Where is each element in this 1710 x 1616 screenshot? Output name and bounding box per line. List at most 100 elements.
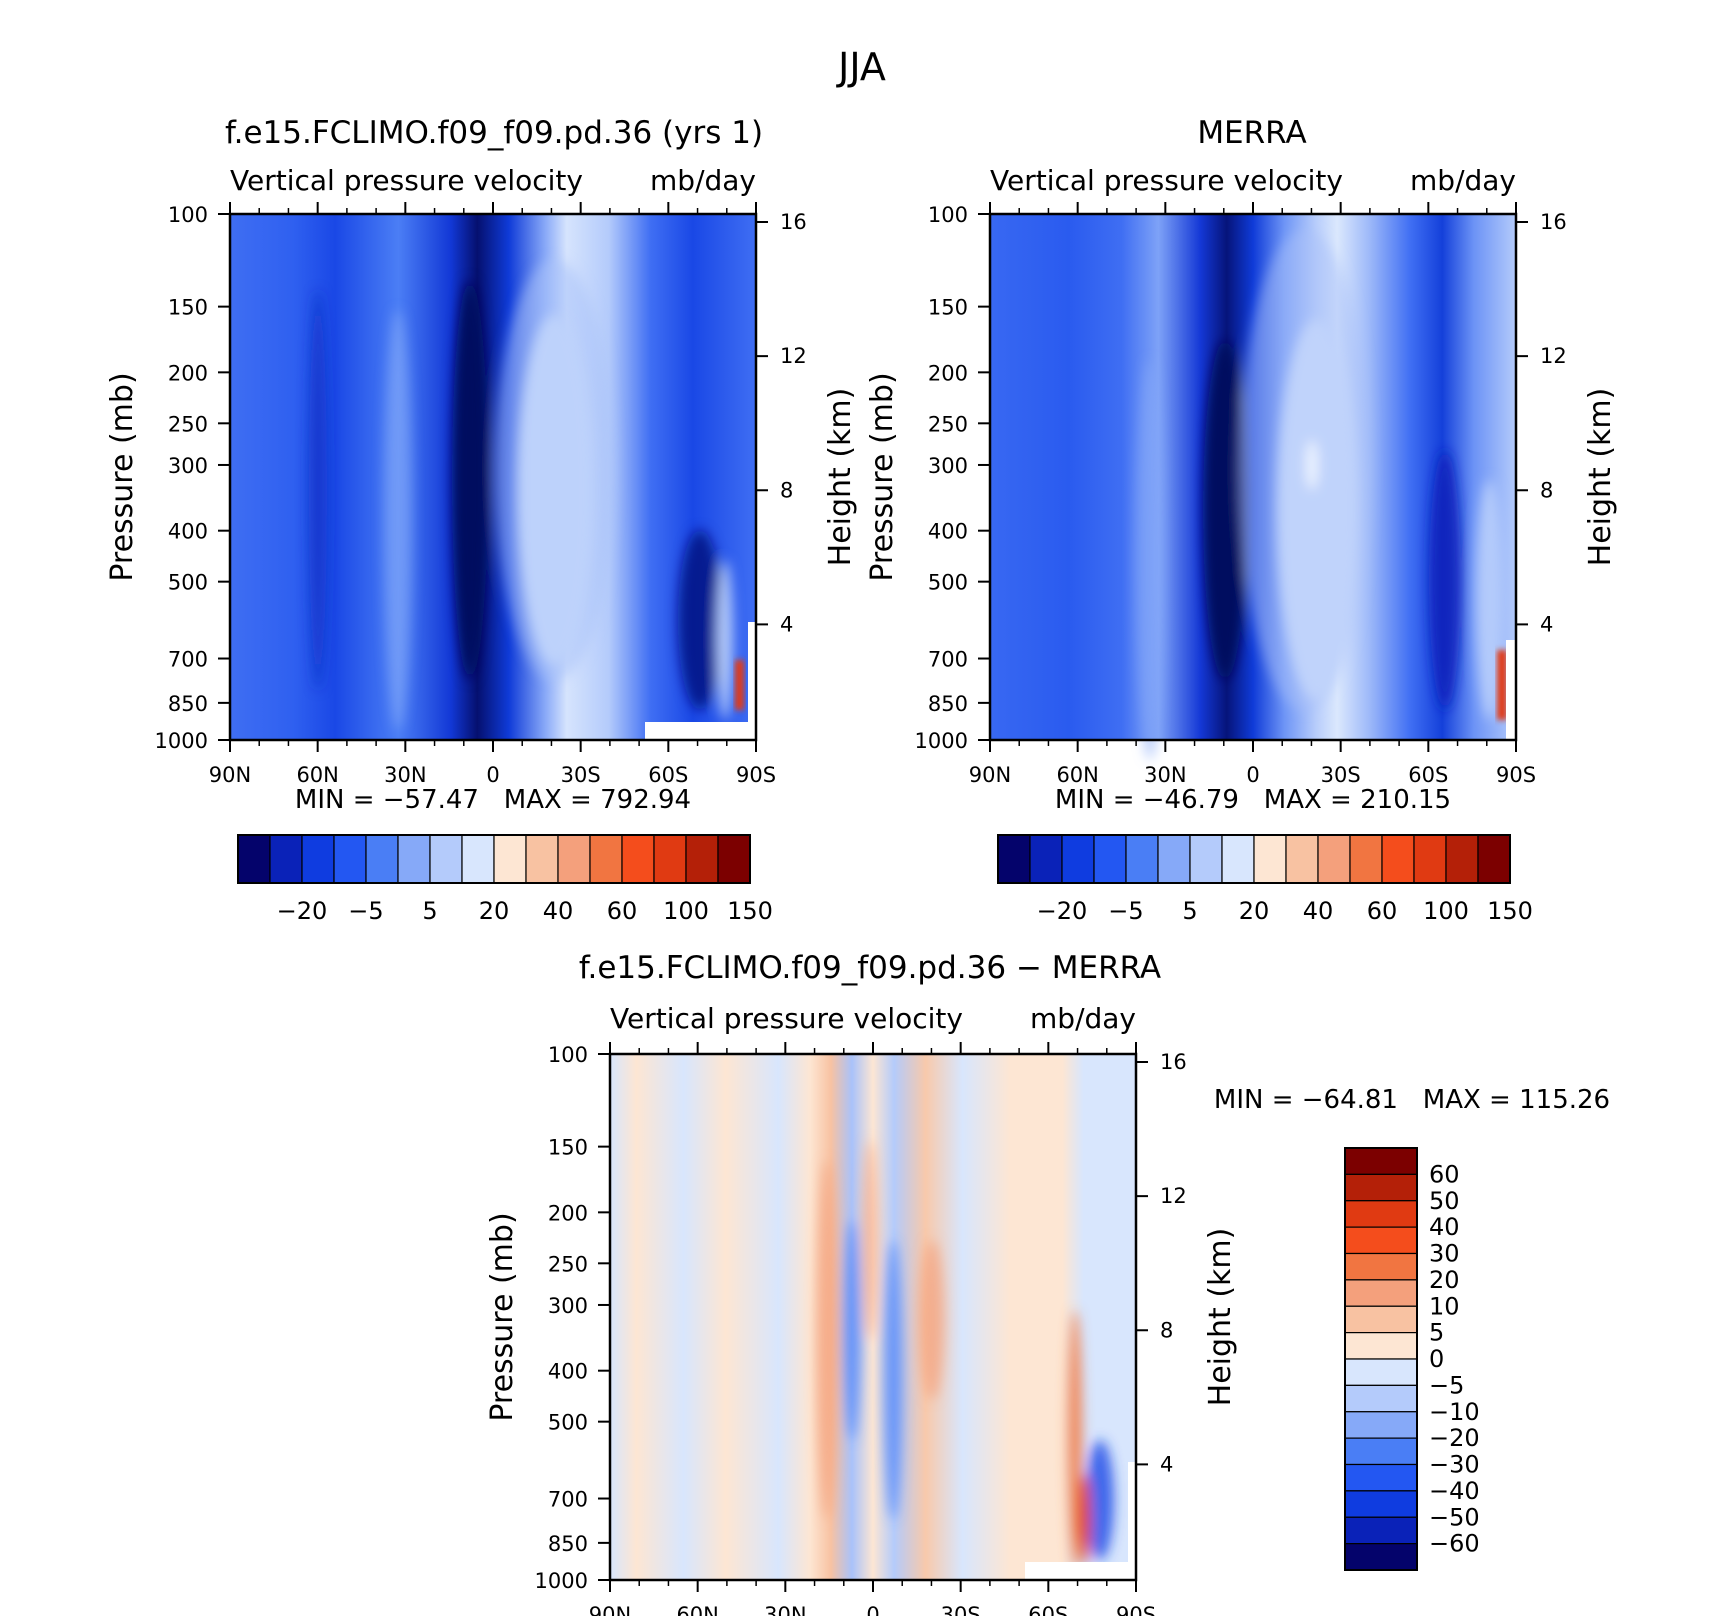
panel-diff-subtitle-right: mb/day bbox=[1030, 1002, 1136, 1035]
pressure-tick-label: 400 bbox=[548, 1360, 588, 1384]
colorbar-swatch bbox=[269, 834, 303, 884]
pressure-tick-label: 250 bbox=[548, 1252, 588, 1276]
panel-diff-title: f.e15.FCLIMO.f09_f09.pd.36 − MERRA bbox=[579, 950, 1161, 986]
pressure-tick-label: 850 bbox=[548, 1532, 588, 1556]
pressure-tick-label: 500 bbox=[928, 571, 968, 595]
lat-tick-label: 60S bbox=[648, 763, 688, 787]
colorbar-swatch bbox=[365, 834, 399, 884]
colorbar-label: 20 bbox=[1239, 897, 1270, 925]
colorbar-swatch bbox=[557, 834, 591, 884]
pressure-tick-label: 1000 bbox=[535, 1569, 588, 1593]
lat-tick-label: 90N bbox=[589, 1603, 631, 1616]
height-tick-label: 8 bbox=[780, 478, 793, 502]
height-tick-label: 4 bbox=[780, 612, 793, 636]
colorbar-label: 40 bbox=[1303, 897, 1334, 925]
colorbar-label: 60 bbox=[1429, 1160, 1460, 1188]
lat-tick-label: 90S bbox=[1116, 1603, 1156, 1616]
panel-model-ylabel-right: Height (km) bbox=[823, 388, 858, 567]
colorbar-label: −40 bbox=[1429, 1477, 1480, 1505]
colorbar-swatch bbox=[1157, 834, 1191, 884]
colorbar-swatch bbox=[1344, 1437, 1418, 1466]
colorbar-label: 40 bbox=[543, 897, 574, 925]
panel-model: f.e15.FCLIMO.f09_f09.pd.36 (yrs 1) Verti… bbox=[105, 115, 858, 925]
colorbar-label: 5 bbox=[1182, 897, 1197, 925]
panel-obs-plot bbox=[988, 212, 1518, 760]
pressure-tick-label: 250 bbox=[928, 412, 968, 436]
colorbar-swatch bbox=[1344, 1384, 1418, 1413]
colorbar-swatch bbox=[1344, 1463, 1418, 1492]
pressure-tick-label: 300 bbox=[548, 1294, 588, 1318]
colorbar-label: −20 bbox=[1037, 897, 1088, 925]
colorbar-label: 150 bbox=[1487, 897, 1533, 925]
panel-model-ylabel: Pressure (mb) bbox=[105, 372, 140, 581]
lat-tick-label: 60S bbox=[1408, 763, 1448, 787]
colorbar-swatch bbox=[333, 834, 367, 884]
colorbar-swatch bbox=[1061, 834, 1095, 884]
figure-title: JJA bbox=[836, 45, 886, 89]
panel-obs-colorbar: −20 −5 5 20 40 60 100 150 bbox=[997, 834, 1533, 925]
lat-tick-label: 90S bbox=[1496, 763, 1536, 787]
lat-tick-label: 0 bbox=[486, 763, 499, 787]
colorbar-label: −50 bbox=[1429, 1503, 1480, 1531]
pressure-tick-label: 1000 bbox=[915, 729, 968, 753]
colorbar-swatch bbox=[621, 834, 655, 884]
lat-tick-label: 0 bbox=[866, 1603, 879, 1616]
pressure-tick-label: 150 bbox=[168, 296, 208, 320]
panel-obs-ylabel-right: Height (km) bbox=[1583, 388, 1618, 567]
colorbar-swatch bbox=[493, 834, 527, 884]
colorbar-swatch bbox=[1344, 1252, 1418, 1281]
lat-tick-label: 30S bbox=[941, 1603, 981, 1616]
panel-diff-stats: MIN = −64.81 MAX = 115.26 bbox=[1214, 1085, 1610, 1115]
pressure-tick-label: 300 bbox=[168, 454, 208, 478]
colorbar-frame bbox=[237, 834, 751, 884]
panel-obs-title: MERRA bbox=[1197, 115, 1306, 151]
colorbar-label: 10 bbox=[1429, 1292, 1460, 1320]
lat-tick-label: 30S bbox=[1321, 763, 1361, 787]
colorbar-swatch bbox=[1344, 1147, 1418, 1175]
height-tick-label: 12 bbox=[1540, 344, 1567, 368]
colorbar-swatch bbox=[1413, 834, 1447, 884]
colorbar-swatch bbox=[1344, 1411, 1418, 1439]
panel-diff-missing bbox=[1025, 1562, 1135, 1580]
pressure-tick-label: 500 bbox=[548, 1411, 588, 1435]
colorbar-swatch bbox=[1221, 834, 1255, 884]
colorbar-swatch bbox=[1344, 1305, 1418, 1334]
colorbar-label: −5 bbox=[348, 897, 383, 925]
colorbar-label: 5 bbox=[1429, 1319, 1444, 1347]
colorbar-label: 30 bbox=[1429, 1240, 1460, 1268]
colorbar-swatch bbox=[429, 834, 463, 884]
lat-tick-label: 30N bbox=[1144, 763, 1186, 787]
colorbar-label: 20 bbox=[1429, 1266, 1460, 1294]
panel-obs-red-core bbox=[1497, 650, 1507, 720]
colorbar-swatch bbox=[1344, 1358, 1418, 1386]
panel-diff: f.e15.FCLIMO.f09_f09.pd.36 − MERRA Verti… bbox=[485, 950, 1610, 1616]
pressure-tick-label: 850 bbox=[928, 692, 968, 716]
height-tick-label: 12 bbox=[1160, 1184, 1187, 1208]
height-tick-label: 8 bbox=[1540, 478, 1553, 502]
colorbar-swatch bbox=[1344, 1332, 1418, 1360]
pressure-tick-label: 200 bbox=[928, 361, 968, 385]
colorbar-swatch bbox=[1344, 1543, 1418, 1571]
colorbar-label: −5 bbox=[1108, 897, 1143, 925]
panel-model-subtitle-left: Vertical pressure velocity bbox=[230, 164, 583, 197]
panel-obs-axes: 100 150 200 250 300 400 500 700 850 1000 16 12 8 4 90N… bbox=[915, 202, 1567, 787]
colorbar-label: 60 bbox=[1367, 897, 1398, 925]
panel-model-plot bbox=[228, 212, 758, 742]
panel-model-missing bbox=[645, 722, 755, 740]
colorbar-label: 5 bbox=[422, 897, 437, 925]
colorbar-swatch bbox=[1125, 834, 1159, 884]
panel-diff-contours bbox=[817, 1140, 1114, 1570]
panel-model-title: f.e15.FCLIMO.f09_f09.pd.36 (yrs 1) bbox=[225, 115, 763, 151]
panel-model-red-core bbox=[735, 660, 744, 710]
panel-obs-stats: MIN = −46.79 MAX = 210.15 bbox=[1055, 785, 1451, 815]
panel-model-contours bbox=[309, 260, 733, 730]
panel-obs-missing-edge bbox=[1506, 640, 1516, 740]
colorbar-label: 40 bbox=[1429, 1213, 1460, 1241]
pressure-tick-label: 300 bbox=[928, 454, 968, 478]
panel-diff-subtitle-left: Vertical pressure velocity bbox=[610, 1002, 963, 1035]
panel-model-missing-edge bbox=[748, 622, 756, 722]
lat-tick-label: 30S bbox=[561, 763, 601, 787]
height-tick-label: 16 bbox=[1160, 1050, 1187, 1074]
colorbar-label: 60 bbox=[607, 897, 638, 925]
pressure-tick-label: 700 bbox=[168, 648, 208, 672]
